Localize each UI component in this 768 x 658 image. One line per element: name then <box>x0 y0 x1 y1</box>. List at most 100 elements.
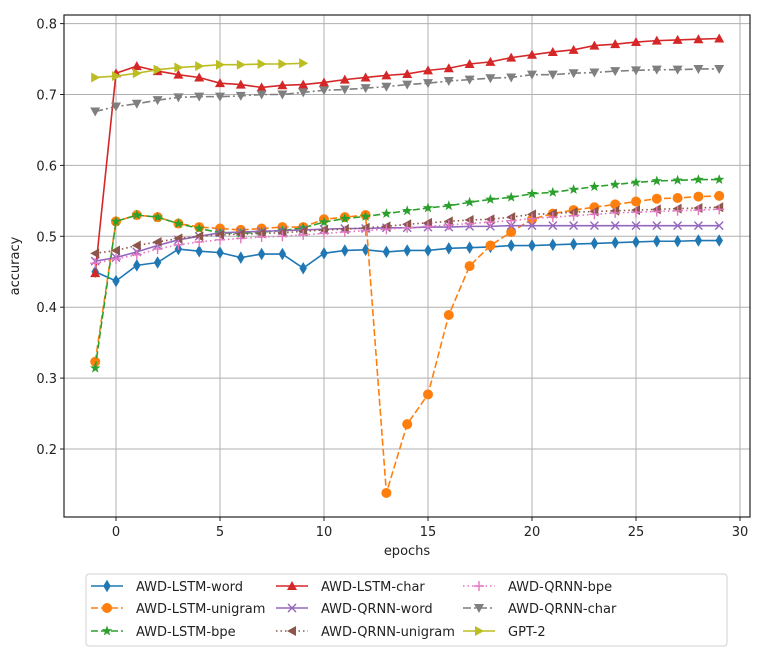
data-point-awd-qrnn-bpe <box>651 206 662 217</box>
data-point-awd-qrnn-word <box>569 221 579 231</box>
data-point-gpt-2 <box>278 59 288 70</box>
data-point-awd-qrnn-word <box>693 221 703 231</box>
data-point-awd-lstm-word <box>590 237 599 250</box>
data-point-awd-qrnn-bpe <box>631 207 641 218</box>
data-point-awd-lstm-char <box>256 82 267 92</box>
data-point-awd-qrnn-bpe <box>527 213 537 224</box>
series-awd-lstm-char <box>90 33 725 278</box>
data-point-awd-qrnn-char <box>402 80 413 90</box>
y-tick-label: 0.3 <box>36 372 57 387</box>
data-point-awd-qrnn-word <box>527 221 537 231</box>
data-point-awd-lstm-word <box>257 247 266 261</box>
data-point-awd-qrnn-char <box>423 79 433 89</box>
legend-marker-awd-qrnn-char <box>474 604 484 613</box>
data-point-awd-lstm-char <box>506 52 517 62</box>
data-point-awd-lstm-bpe <box>630 176 642 187</box>
data-point-awd-qrnn-char <box>527 70 537 80</box>
series-awd-qrnn-char <box>90 64 725 117</box>
data-point-awd-lstm-char <box>215 78 225 88</box>
legend-marker-awd-lstm-word <box>103 579 111 593</box>
legend-item-awd-lstm-char: AWD-LSTM-char <box>276 580 425 595</box>
data-point-awd-lstm-bpe <box>672 174 683 185</box>
data-point-awd-lstm-unigram <box>631 196 641 207</box>
data-point-awd-qrnn-char <box>381 82 392 92</box>
data-point-awd-lstm-char <box>131 61 142 71</box>
legend-item-awd-lstm-unigram: AWD-LSTM-unigram <box>91 602 265 617</box>
legend-label: AWD-LSTM-bpe <box>136 625 236 640</box>
data-point-awd-lstm-char <box>547 46 558 56</box>
data-point-awd-qrnn-bpe <box>152 244 163 255</box>
legend-item-awd-qrnn-bpe: AWD-QRNN-bpe <box>463 580 612 595</box>
data-point-awd-qrnn-bpe <box>339 227 350 238</box>
legend: AWD-LSTM-word AWD-LSTM-unigram AWD-LSTM-bp… <box>85 573 728 647</box>
y-tick-label: 0.4 <box>36 301 57 316</box>
data-point-awd-qrnn-word <box>610 221 620 231</box>
data-point-awd-lstm-unigram <box>714 190 725 201</box>
data-point-awd-lstm-char <box>464 59 475 69</box>
data-point-awd-lstm-bpe <box>547 186 559 197</box>
data-point-awd-qrnn-bpe <box>131 249 142 260</box>
data-point-awd-lstm-word <box>673 235 682 248</box>
legend-item-gpt-2: GPT-2 <box>463 625 546 640</box>
data-point-awd-qrnn-bpe <box>485 217 496 228</box>
x-tick-label: 20 <box>524 525 541 540</box>
data-point-awd-qrnn-bpe <box>90 258 101 269</box>
data-point-awd-lstm-unigram <box>485 240 496 251</box>
data-point-awd-lstm-word <box>216 246 224 259</box>
data-point-awd-lstm-char <box>610 39 621 49</box>
data-point-awd-qrnn-unigram <box>90 248 100 259</box>
series-awd-lstm-word <box>91 234 723 288</box>
data-point-awd-lstm-bpe <box>339 213 351 224</box>
y-axis-label: accuracy <box>8 236 23 295</box>
legend-marker-awd-qrnn-word <box>287 603 297 613</box>
data-point-awd-lstm-char <box>443 63 454 73</box>
legend-item-awd-lstm-word: AWD-LSTM-word <box>91 579 243 595</box>
data-point-awd-lstm-bpe <box>297 222 309 233</box>
data-point-awd-lstm-char <box>277 80 288 90</box>
data-point-awd-qrnn-bpe <box>319 228 329 239</box>
data-point-awd-qrnn-char <box>610 67 621 77</box>
x-axis: 0 5 10 15 20 25 30 <box>112 517 748 540</box>
data-point-awd-lstm-word <box>237 251 245 264</box>
data-point-awd-lstm-bpe <box>713 174 725 185</box>
legend-label: AWD-LSTM-char <box>321 580 425 595</box>
data-point-awd-lstm-bpe <box>464 196 475 207</box>
data-point-awd-qrnn-word <box>548 221 558 231</box>
data-point-awd-qrnn-bpe <box>111 253 121 264</box>
data-point-awd-lstm-word <box>153 256 162 269</box>
data-point-awd-qrnn-char <box>319 86 329 96</box>
data-point-awd-lstm-unigram <box>443 309 454 320</box>
data-point-gpt-2 <box>216 59 225 70</box>
series-line-awd-lstm-unigram <box>94 195 720 494</box>
data-point-awd-lstm-bpe <box>110 215 122 226</box>
data-point-awd-lstm-bpe <box>173 218 184 228</box>
data-point-gpt-2 <box>132 68 142 79</box>
plot-frame <box>63 14 751 518</box>
data-point-gpt-2 <box>299 58 309 69</box>
data-point-awd-qrnn-bpe <box>402 222 413 233</box>
data-point-awd-qrnn-unigram <box>152 236 162 247</box>
y-tick-label: 0.8 <box>36 18 57 33</box>
data-point-awd-lstm-word <box>195 244 203 258</box>
legend-marker-awd-lstm-unigram <box>102 603 112 613</box>
data-point-awd-qrnn-bpe <box>256 232 267 243</box>
data-point-awd-qrnn-bpe <box>277 231 288 242</box>
data-point-awd-qrnn-char <box>339 85 350 95</box>
data-point-gpt-2 <box>153 64 163 75</box>
data-point-awd-lstm-bpe <box>152 211 163 222</box>
data-point-awd-lstm-unigram <box>464 261 475 272</box>
data-point-awd-lstm-char <box>485 56 496 66</box>
x-tick-label: 5 <box>216 525 224 540</box>
grid <box>64 15 750 517</box>
data-point-awd-lstm-word <box>528 239 536 252</box>
data-point-awd-lstm-word <box>549 238 557 252</box>
data-point-awd-lstm-word <box>632 235 640 249</box>
legend-marker-awd-lstm-char <box>287 581 297 590</box>
data-point-awd-qrnn-char <box>215 92 225 102</box>
data-point-awd-lstm-unigram <box>651 193 662 204</box>
x-tick-label: 10 <box>316 525 333 540</box>
series-gpt-2 <box>91 58 309 83</box>
series-awd-lstm-unigram <box>90 190 725 498</box>
legend-label: AWD-QRNN-char <box>508 602 617 617</box>
data-point-awd-qrnn-bpe <box>610 207 621 218</box>
